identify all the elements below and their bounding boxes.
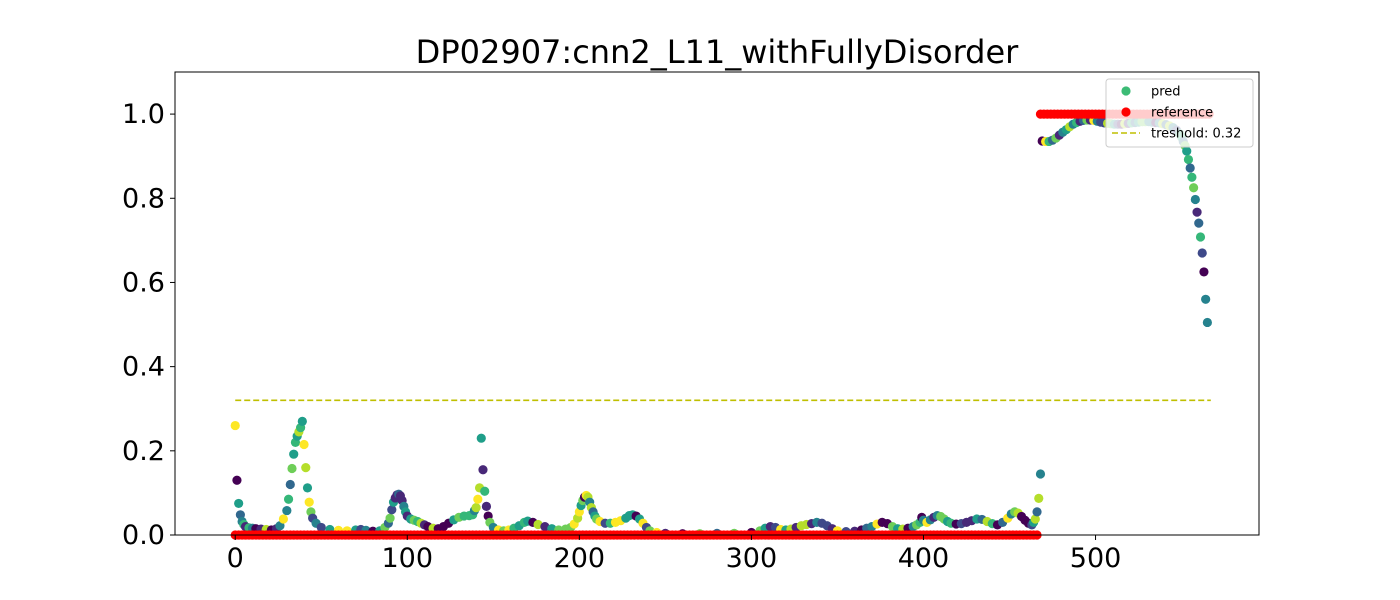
plot-area <box>230 109 1214 540</box>
legend-label: reference <box>1151 106 1213 121</box>
x-tick-label: 500 <box>1070 543 1122 574</box>
pred-point <box>234 498 244 509</box>
axes-frame <box>174 71 1260 536</box>
pred-point <box>1034 493 1044 503</box>
pred-point <box>301 463 311 473</box>
axes: 0 100 200 300 400 500 0.0 0.2 0.4 0.6 0.8 1.0 <box>122 71 1260 574</box>
pred-point <box>1183 154 1194 165</box>
pred-point <box>385 513 395 523</box>
y-tick-label: 0.4 <box>122 352 165 383</box>
legend-marker <box>1121 86 1131 96</box>
chart-title: DP02907:cnn2_L11_withFullyDisorder <box>416 33 1020 71</box>
pred-point <box>480 486 490 496</box>
pred-point <box>287 463 297 474</box>
y-tick-label: 0.8 <box>122 183 165 214</box>
pred-point <box>1195 232 1206 242</box>
pred-point <box>316 522 326 533</box>
y-tick-label: 0.2 <box>122 436 165 467</box>
pred-point <box>278 514 288 524</box>
pred-point <box>304 497 314 507</box>
x-tick-label: 200 <box>554 543 606 574</box>
pred-point <box>1035 469 1046 479</box>
pred-point <box>1192 207 1202 217</box>
pred-point <box>299 439 309 450</box>
pred-point <box>297 416 307 426</box>
pred-point <box>232 475 242 485</box>
pred-point <box>283 494 294 504</box>
pred-point <box>1197 248 1207 258</box>
pred-point <box>1202 317 1212 328</box>
x-tick-label: 400 <box>898 543 950 574</box>
pred-point <box>1030 514 1040 524</box>
x-tick-label: 0 <box>227 543 244 574</box>
pred-point <box>387 505 397 515</box>
y-tick-label: 0.0 <box>122 520 165 551</box>
pred-point <box>1201 294 1211 304</box>
pred-point <box>289 449 299 459</box>
y-tick-label: 0.6 <box>122 267 165 298</box>
legend-label: treshold: 0.32 <box>1151 127 1241 142</box>
pred-point <box>1199 267 1209 277</box>
pred-point <box>481 501 492 511</box>
pred-point <box>1190 194 1200 205</box>
pred-point <box>471 503 481 513</box>
pred-point <box>1032 507 1042 517</box>
pred-point <box>1187 172 1197 182</box>
x-tick-label: 100 <box>382 543 434 574</box>
legend: pred reference treshold: 0.32 <box>1105 78 1254 148</box>
pred-point <box>476 433 486 443</box>
pred-point <box>473 494 483 504</box>
pred-point <box>478 465 488 475</box>
legend-box <box>1105 78 1254 148</box>
pred-point <box>1185 163 1195 173</box>
pred-point <box>230 420 240 431</box>
y-tick-label: 1.0 <box>122 99 165 130</box>
pred-point <box>285 479 295 490</box>
pred-point <box>282 505 292 516</box>
legend-label: pred <box>1151 85 1181 100</box>
pred-point <box>1189 183 1199 193</box>
legend-marker <box>1121 107 1131 117</box>
x-tick-label: 300 <box>726 543 778 574</box>
pred-point <box>1182 146 1192 156</box>
pred-point <box>1194 218 1204 228</box>
pred-point <box>302 483 313 493</box>
